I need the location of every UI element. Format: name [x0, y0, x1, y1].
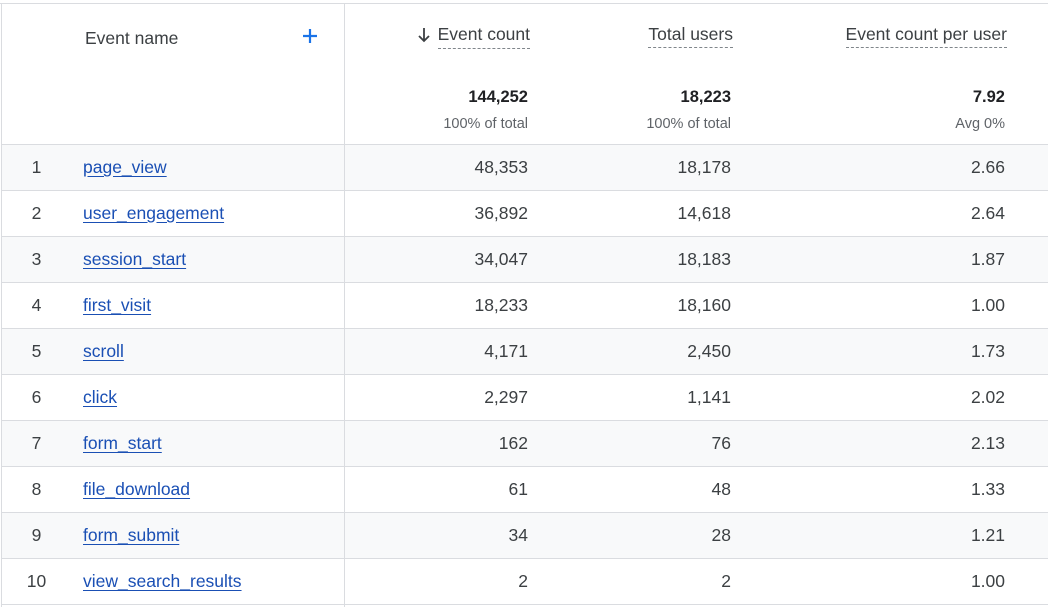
table-body: 1 page_view 48,353 18,178 2.66 2 user_en… — [2, 145, 1048, 605]
table-row: 2 user_engagement 36,892 14,618 2.64 — [2, 191, 1048, 237]
event-count-per-user-cell: 1.00 — [970, 295, 1005, 315]
row-index: 9 — [31, 525, 42, 545]
row-index: 7 — [31, 433, 42, 453]
total-users-cell: 18,160 — [677, 295, 731, 315]
table-left-border — [1, 3, 2, 607]
table-row: 9 form_submit 34 28 1.21 — [2, 513, 1048, 559]
total-event-count: 144,252 — [468, 88, 528, 106]
column-divider — [344, 3, 345, 607]
event-name-link[interactable]: user_engagement — [83, 203, 225, 223]
table-row: 7 form_start 162 76 2.13 — [2, 421, 1048, 467]
event-count-per-user-cell: 1.00 — [970, 571, 1005, 591]
total-users-cell: 48 — [711, 479, 731, 499]
event-count-per-user-cell: 1.87 — [970, 249, 1005, 269]
event-count-cell: 2 — [518, 571, 528, 591]
event-name-link[interactable]: first_visit — [83, 295, 152, 315]
event-count-cell: 4,171 — [484, 341, 528, 361]
event-name-link[interactable]: view_search_results — [83, 571, 242, 591]
event-name-link[interactable]: session_start — [83, 249, 187, 269]
total-event-count-per-user: 7.92 — [972, 88, 1005, 106]
table-top-border — [0, 3, 1048, 4]
event-count-per-user-cell: 2.02 — [970, 387, 1005, 407]
event-count-cell: 2,297 — [484, 387, 528, 407]
event-count-cell: 36,892 — [474, 203, 528, 223]
total-users-cell: 14,618 — [677, 203, 731, 223]
total-users-cell: 2 — [721, 571, 731, 591]
total-users-cell: 1,141 — [687, 387, 731, 407]
column-header-event-count-per-user-label: Event count per user — [845, 24, 1007, 48]
total-users-cell: 76 — [711, 433, 731, 453]
row-index: 1 — [31, 157, 42, 177]
total-users-cell: 28 — [711, 525, 731, 545]
event-count-cell: 48,353 — [474, 157, 528, 177]
table-row: 4 first_visit 18,233 18,160 1.00 — [2, 283, 1048, 329]
table-row: 1 page_view 48,353 18,178 2.66 — [2, 145, 1048, 191]
row-index: 5 — [31, 341, 42, 361]
table-row: 5 scroll 4,171 2,450 1.73 — [2, 329, 1048, 375]
event-count-cell: 18,233 — [474, 295, 528, 315]
event-count-cell: 61 — [508, 479, 528, 499]
column-header-event-count-label: Event count — [437, 24, 530, 49]
total-users-value: 18,223 — [680, 88, 731, 106]
column-header-total-users[interactable]: Total users — [648, 24, 733, 48]
column-header-event-name[interactable]: Event name — [85, 28, 179, 48]
total-event-count-subtext: 100% of total — [443, 116, 528, 132]
row-index: 4 — [31, 295, 42, 315]
event-name-link[interactable]: form_submit — [83, 525, 180, 545]
row-index: 6 — [31, 387, 42, 407]
event-count-per-user-cell: 1.73 — [970, 341, 1005, 361]
row-index: 3 — [31, 249, 42, 269]
event-name-link[interactable]: form_start — [83, 433, 162, 453]
column-header-total-users-label: Total users — [648, 24, 733, 48]
add-dimension-button[interactable] — [296, 22, 324, 50]
event-count-per-user-cell: 1.21 — [970, 525, 1005, 545]
table-row: 8 file_download 61 48 1.33 — [2, 467, 1048, 513]
arrow-down-icon[interactable] — [416, 26, 432, 44]
event-count-cell: 34 — [508, 525, 528, 545]
row-index: 10 — [26, 571, 47, 591]
total-users-cell: 18,178 — [677, 157, 731, 177]
event-count-per-user-cell: 2.64 — [970, 203, 1005, 223]
event-name-link[interactable]: click — [83, 387, 118, 407]
event-count-cell: 162 — [498, 433, 528, 453]
total-users-subtext: 100% of total — [646, 116, 731, 132]
event-name-link[interactable]: file_download — [83, 479, 191, 499]
event-name-link[interactable]: page_view — [83, 157, 167, 177]
row-index: 2 — [31, 203, 42, 223]
total-event-count-per-user-subtext: Avg 0% — [955, 116, 1005, 132]
table-row: 10 view_search_results 2 2 1.00 — [2, 559, 1048, 605]
table-row: 3 session_start 34,047 18,183 1.87 — [2, 237, 1048, 283]
row-index: 8 — [31, 479, 42, 499]
column-header-event-count[interactable]: Event count — [416, 24, 530, 49]
total-users-cell: 18,183 — [677, 249, 731, 269]
event-count-per-user-cell: 2.66 — [970, 157, 1005, 177]
column-header-event-count-per-user[interactable]: Event count per user — [845, 24, 1007, 48]
event-count-cell: 34,047 — [474, 249, 528, 269]
table-row: 6 click 2,297 1,141 2.02 — [2, 375, 1048, 421]
event-count-per-user-cell: 2.13 — [970, 433, 1005, 453]
table-header: Event name Event count Total users Event… — [2, 4, 1048, 145]
total-users-cell: 2,450 — [687, 341, 731, 361]
plus-icon — [303, 29, 317, 43]
event-count-per-user-cell: 1.33 — [970, 479, 1005, 499]
event-name-link[interactable]: scroll — [83, 341, 124, 361]
